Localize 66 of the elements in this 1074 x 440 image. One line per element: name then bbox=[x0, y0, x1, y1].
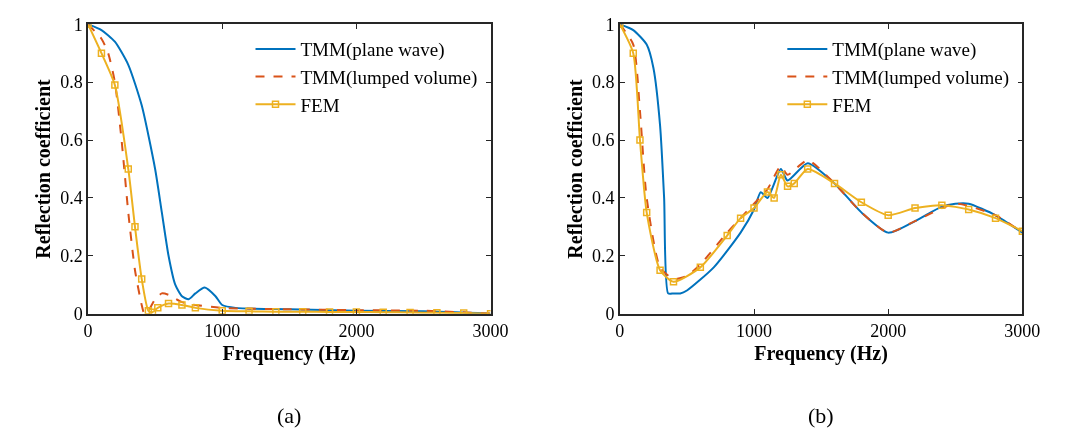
point bbox=[991, 214, 1000, 222]
point bbox=[191, 304, 200, 312]
point bbox=[178, 301, 186, 309]
legend-label: FEM bbox=[832, 94, 872, 116]
point bbox=[790, 179, 799, 188]
point bbox=[723, 231, 731, 240]
y-tick-label: 0.2 bbox=[591, 246, 615, 267]
text: (b) bbox=[808, 403, 834, 428]
point bbox=[803, 165, 812, 173]
point bbox=[137, 275, 146, 283]
point bbox=[884, 211, 892, 220]
point bbox=[379, 308, 387, 314]
x-tick-label: 2000 bbox=[870, 321, 907, 342]
y-tick-label: 0.2 bbox=[60, 246, 83, 267]
point bbox=[636, 136, 644, 144]
legend-label: TMM(plane wave) bbox=[832, 39, 977, 62]
point bbox=[911, 204, 919, 212]
y-tick-label: 1 bbox=[605, 14, 615, 35]
y-tick-label: 0.4 bbox=[591, 188, 615, 209]
x-tick-label: 1000 bbox=[204, 321, 241, 342]
point bbox=[629, 49, 638, 57]
point bbox=[696, 263, 705, 272]
point bbox=[144, 307, 153, 314]
y-tick-label: 0.8 bbox=[591, 72, 615, 93]
text: (a) bbox=[277, 403, 302, 428]
point bbox=[164, 299, 173, 308]
point bbox=[111, 81, 119, 89]
point bbox=[245, 307, 253, 314]
point bbox=[131, 223, 139, 231]
y-tick-label: 0.8 bbox=[60, 72, 83, 93]
legend-label: FEM bbox=[300, 94, 340, 116]
point bbox=[830, 179, 839, 188]
point bbox=[124, 165, 133, 173]
y-tick-label: 0.6 bbox=[60, 130, 83, 151]
legend-label: TMM(plane wave) bbox=[300, 39, 445, 62]
point bbox=[964, 205, 973, 214]
point bbox=[669, 278, 678, 286]
y-tick-label: 0.6 bbox=[591, 130, 615, 151]
point bbox=[97, 49, 106, 57]
point bbox=[298, 307, 307, 314]
point bbox=[857, 198, 866, 206]
y-tick-label: 1 bbox=[73, 14, 83, 35]
y-tick-label: 0.4 bbox=[60, 188, 83, 209]
point bbox=[938, 201, 946, 209]
point bbox=[736, 214, 745, 222]
x-axis-title: Frequency (Hz) bbox=[754, 342, 888, 366]
point bbox=[154, 304, 162, 312]
y-tick-label: 0 bbox=[605, 303, 615, 324]
y-axis-title: Reflection coefficient bbox=[32, 78, 55, 259]
x-tick-label: 3000 bbox=[472, 321, 509, 342]
point bbox=[783, 182, 792, 191]
legend-label: TMM(lumped volume) bbox=[300, 67, 478, 90]
point bbox=[763, 188, 772, 196]
point bbox=[770, 194, 778, 202]
x-tick-label: 3000 bbox=[1004, 321, 1041, 342]
point bbox=[777, 171, 785, 179]
point bbox=[642, 208, 651, 217]
x-tick-label: 2000 bbox=[338, 321, 375, 342]
y-axis-title: Reflection coefficient bbox=[563, 78, 586, 259]
x-axis-title: Frequency (Hz) bbox=[222, 342, 357, 366]
x-tick-label: 1000 bbox=[736, 321, 773, 342]
legend-label: TMM(lumped volume) bbox=[832, 67, 1010, 90]
point bbox=[656, 266, 664, 274]
line-series bbox=[88, 24, 491, 314]
y-tick-label: 0 bbox=[73, 303, 83, 324]
point bbox=[750, 204, 758, 212]
